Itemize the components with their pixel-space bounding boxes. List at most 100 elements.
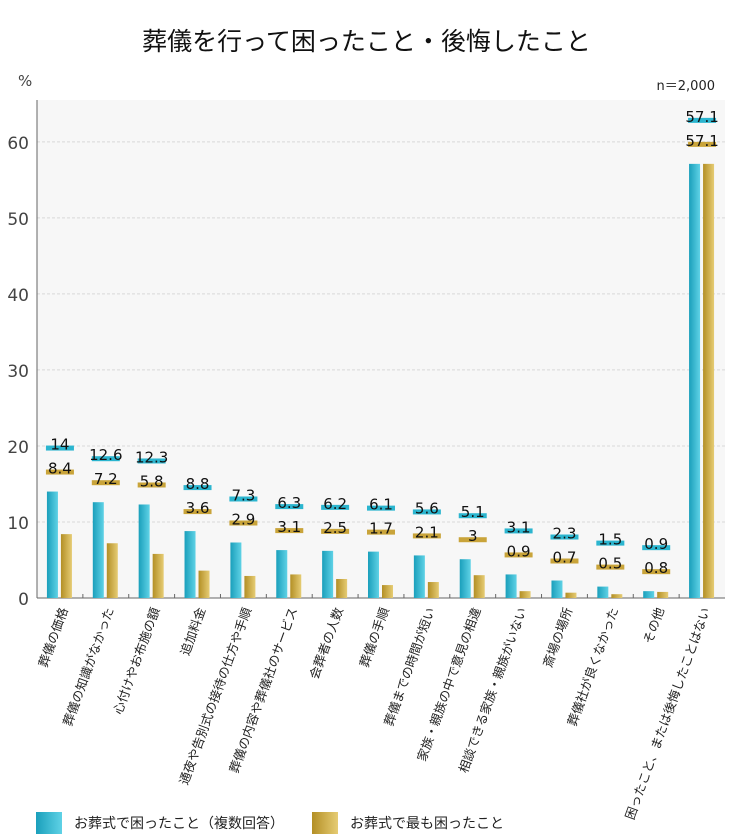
data-label-series-1: 7.3 <box>231 486 255 504</box>
bar-series-1 <box>597 586 609 598</box>
data-label-highlight <box>91 480 120 486</box>
data-label-highlight <box>229 496 258 502</box>
legend-label: お葬式で最も困ったこと <box>350 816 504 832</box>
data-label-series-1: 5.6 <box>415 499 439 517</box>
data-label-series-2: 3.6 <box>186 499 210 517</box>
data-label-series-2: 0.9 <box>507 542 531 560</box>
data-label-highlight <box>275 528 304 534</box>
sample-size: n＝2,000 <box>656 79 715 94</box>
y-tick-label: 50 <box>7 210 29 230</box>
bar-series-2 <box>198 570 210 598</box>
legend-item-series-2: お葬式で最も困ったこと <box>312 812 504 834</box>
bar-series-1 <box>276 550 288 598</box>
legend-label: お葬式で困ったこと（複数回答） <box>74 816 284 832</box>
bar-series-2 <box>382 585 393 598</box>
x-tick-label: 葬儀の知識がなかった <box>60 605 117 728</box>
data-label-series-2: 0.7 <box>553 549 577 567</box>
data-label-highlight <box>321 528 350 534</box>
y-tick-label: 20 <box>7 438 29 458</box>
bar-series-1 <box>368 551 379 598</box>
bar-series-1 <box>184 531 196 598</box>
data-label-series-1: 1.5 <box>598 531 622 549</box>
x-tick-label: 追加料金 <box>177 605 208 658</box>
bar-series-2 <box>565 592 577 598</box>
data-label-series-1: 0.9 <box>644 535 668 553</box>
legend-item-series-1: お葬式で困ったこと（複数回答） <box>36 812 284 834</box>
data-label-series-2: 5.8 <box>140 472 164 490</box>
data-label-series-2: 0.8 <box>644 559 668 577</box>
bar-series-2 <box>703 163 715 598</box>
x-tick-label: 会葬者の人数 <box>306 605 346 681</box>
bar-series-1 <box>230 542 242 598</box>
bar-series-2 <box>290 574 302 598</box>
data-label-highlight <box>367 529 395 535</box>
data-label-highlight <box>688 141 717 147</box>
legend-swatch <box>36 812 62 834</box>
data-label-highlight <box>458 537 487 543</box>
legend-swatch <box>312 812 338 834</box>
bar-series-2 <box>60 534 72 598</box>
x-tick-label: 心付けやお布施の額 <box>110 605 163 716</box>
bar-series-2 <box>473 575 485 598</box>
data-label-highlight <box>229 520 258 526</box>
bar-series-1 <box>413 555 425 598</box>
y-tick-label: 0 <box>18 590 29 610</box>
x-tick-label: 葬儀までの時間が短い <box>381 605 438 728</box>
data-label-series-1: 57.1 <box>685 108 718 126</box>
data-label-highlight <box>550 534 579 540</box>
y-tick-label: 60 <box>7 134 29 154</box>
bar-series-2 <box>657 591 669 598</box>
data-label-highlight <box>642 569 671 575</box>
x-tick-label: 斎場の場所 <box>540 605 575 669</box>
data-label-series-1: 6.2 <box>323 495 347 513</box>
bar-series-2 <box>336 578 348 598</box>
bar-series-1 <box>322 550 334 598</box>
bar-series-1 <box>551 580 563 598</box>
data-label-series-2: 3.1 <box>277 518 301 536</box>
data-label-series-1: 8.8 <box>186 475 210 493</box>
bar-series-1 <box>505 574 517 598</box>
data-label-series-2: 0.5 <box>598 555 622 573</box>
data-label-highlight <box>504 552 533 558</box>
bar-series-2 <box>152 553 164 598</box>
data-label-series-2: 2.5 <box>323 519 347 537</box>
data-label-highlight <box>412 509 441 515</box>
chart-title: 葬儀を行って困ったこと・後悔したこと <box>142 27 591 56</box>
data-label-highlight <box>596 564 625 570</box>
bar-series-1 <box>643 591 655 598</box>
y-tick-label: 40 <box>7 286 29 306</box>
data-label-highlight <box>45 445 74 451</box>
bar-series-2 <box>427 582 439 598</box>
data-label-highlight <box>550 558 579 564</box>
data-label-highlight <box>137 458 166 464</box>
data-label-highlight <box>183 509 212 515</box>
x-tick-label: 困ったこと、または後悔したことはない <box>622 605 713 821</box>
data-label-series-1: 3.1 <box>507 518 531 536</box>
bar-series-2 <box>106 543 118 598</box>
data-label-series-1: 2.3 <box>553 525 577 543</box>
bar-series-1 <box>459 559 471 598</box>
bar-series-1 <box>689 163 701 598</box>
data-label-highlight <box>688 117 717 123</box>
y-axis-unit: % <box>18 72 33 90</box>
data-label-highlight <box>367 505 395 511</box>
data-label-series-1: 12.6 <box>89 446 122 464</box>
data-label-highlight <box>596 540 625 546</box>
data-label-series-2: 2.9 <box>231 510 255 528</box>
data-label-highlight <box>91 456 120 462</box>
bar-series-2 <box>244 575 256 598</box>
data-label-series-1: 6.1 <box>369 496 393 514</box>
data-label-series-2: 1.7 <box>369 520 393 538</box>
data-label-highlight <box>458 513 487 519</box>
data-label-highlight <box>321 504 350 510</box>
data-label-series-1: 6.3 <box>277 494 301 512</box>
bar-series-1 <box>92 502 104 598</box>
data-label-series-2: 7.2 <box>94 470 118 488</box>
data-label-series-1: 14 <box>50 436 69 454</box>
x-tick-label: その他 <box>640 605 667 646</box>
data-label-series-2: 3 <box>468 527 478 545</box>
bar-series-2 <box>519 591 531 598</box>
data-label-highlight <box>504 528 533 534</box>
